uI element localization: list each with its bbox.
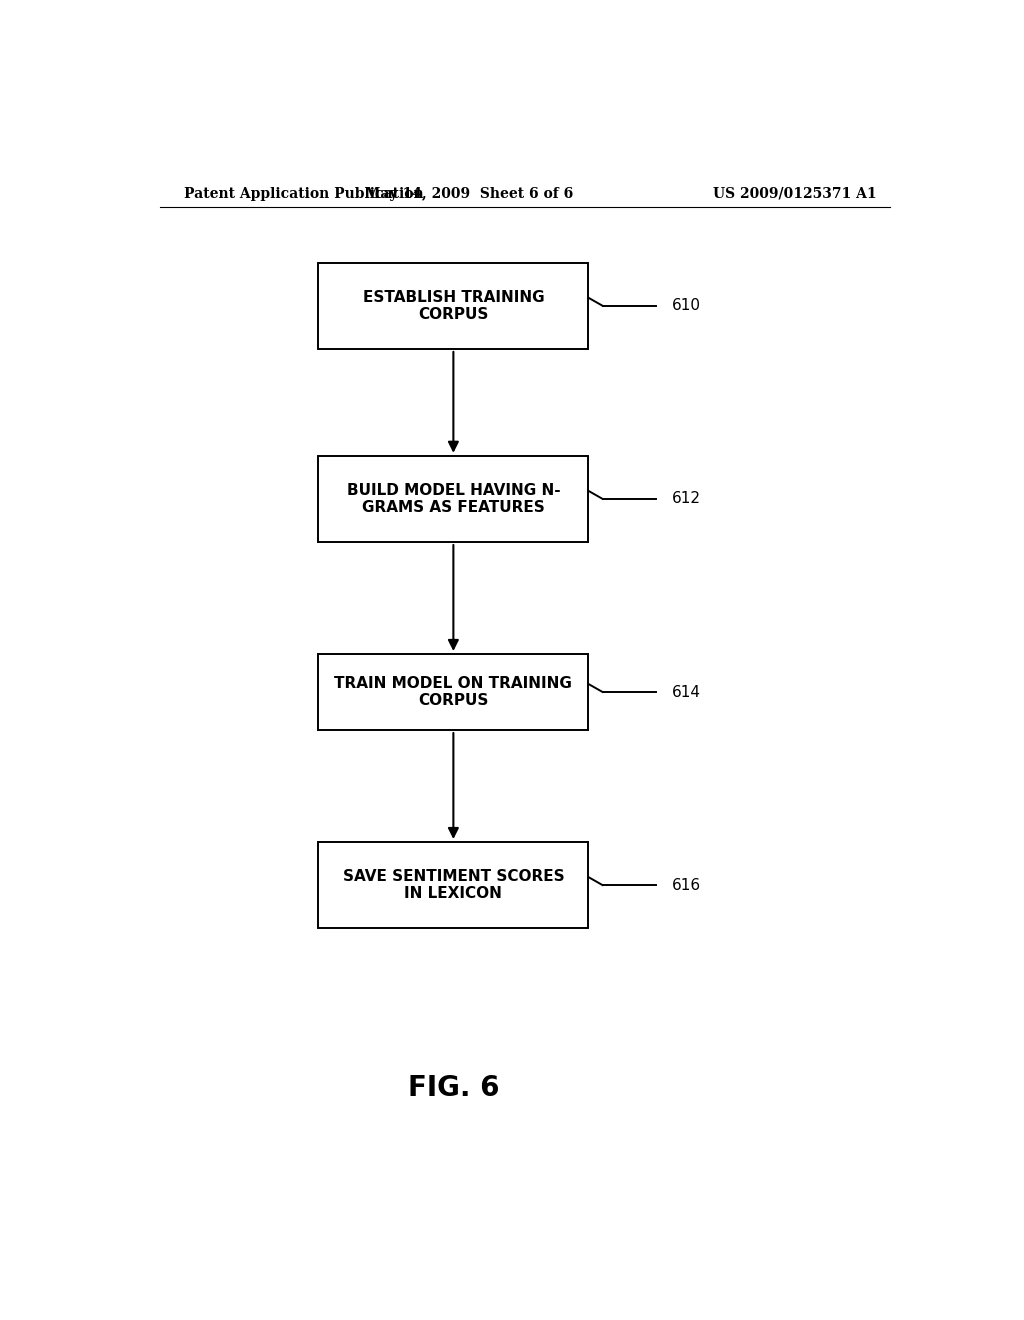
Text: 612: 612 (672, 491, 700, 507)
Text: 614: 614 (672, 685, 700, 700)
Text: 610: 610 (672, 298, 700, 313)
Text: ESTABLISH TRAINING
CORPUS: ESTABLISH TRAINING CORPUS (362, 289, 544, 322)
Text: Patent Application Publication: Patent Application Publication (183, 187, 423, 201)
Bar (318, 842, 588, 928)
Text: FIG. 6: FIG. 6 (408, 1074, 499, 1102)
Text: 616: 616 (672, 878, 700, 892)
Bar (318, 653, 588, 730)
Text: US 2009/0125371 A1: US 2009/0125371 A1 (713, 187, 877, 201)
Bar (318, 455, 588, 543)
Bar (318, 263, 588, 348)
Text: TRAIN MODEL ON TRAINING
CORPUS: TRAIN MODEL ON TRAINING CORPUS (335, 676, 572, 709)
Text: May 14, 2009  Sheet 6 of 6: May 14, 2009 Sheet 6 of 6 (366, 187, 573, 201)
Text: SAVE SENTIMENT SCORES
IN LEXICON: SAVE SENTIMENT SCORES IN LEXICON (343, 869, 564, 902)
Text: BUILD MODEL HAVING N-
GRAMS AS FEATURES: BUILD MODEL HAVING N- GRAMS AS FEATURES (346, 483, 560, 515)
